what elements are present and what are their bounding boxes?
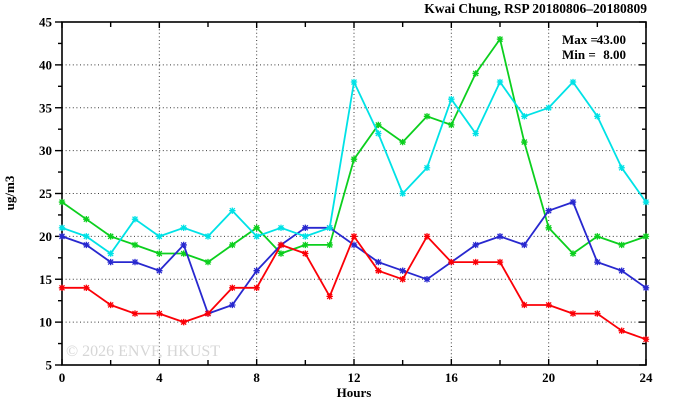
y-tick-label-25: 25 <box>39 186 53 201</box>
series-cyan <box>58 78 650 257</box>
y-tick-label-5: 5 <box>46 358 53 373</box>
x-axis-label: Hours <box>337 385 372 400</box>
y-tick-label-20: 20 <box>39 229 52 244</box>
y-tick-label-45: 45 <box>39 15 53 30</box>
legend-entry-value-0: 43.00 <box>597 32 626 47</box>
series-green <box>58 35 650 266</box>
y-tick-label-35: 35 <box>39 100 53 115</box>
series-blue-line <box>61 201 647 315</box>
legend-entry-value-1: 8.00 <box>603 47 626 62</box>
legend-entry-label-1: Min = <box>562 47 596 62</box>
y-tick-label-10: 10 <box>39 315 52 330</box>
x-tick-label-12: 12 <box>348 370 361 385</box>
y-tick-label-40: 40 <box>39 57 52 72</box>
legend-entry-label-0: Max = <box>562 32 598 47</box>
x-tick-label-20: 20 <box>542 370 555 385</box>
x-tick-label-0: 0 <box>59 370 66 385</box>
y-tick-label-15: 15 <box>39 272 53 287</box>
x-tick-label-24: 24 <box>640 370 654 385</box>
plot-border <box>61 21 647 366</box>
chart-title: Kwai Chung, RSP 20180806–20180809 <box>424 1 647 16</box>
watermark: © 2026 ENVF, HKUST <box>66 343 220 360</box>
y-axis-label: ug/m3 <box>2 175 17 210</box>
x-tick-label-8: 8 <box>253 370 260 385</box>
x-tick-label-4: 4 <box>156 370 163 385</box>
x-tick-label-16: 16 <box>445 370 459 385</box>
series-red <box>58 233 650 343</box>
y-tick-label-30: 30 <box>39 143 52 158</box>
series-red-line <box>62 235 647 341</box>
